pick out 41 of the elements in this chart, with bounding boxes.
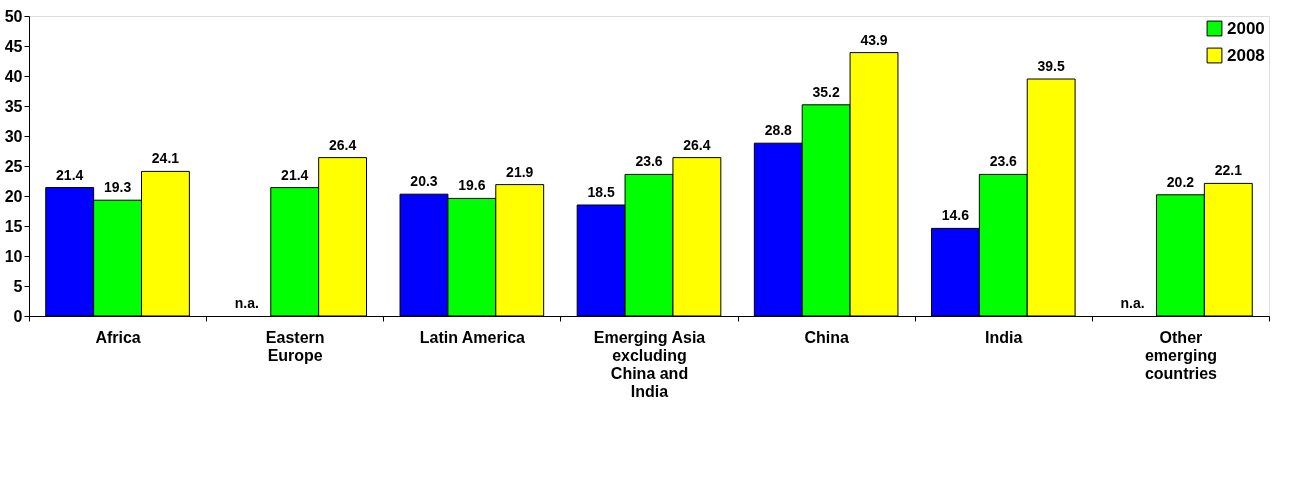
- data-label: 20.3: [410, 173, 438, 190]
- data-label: 21.9: [506, 163, 534, 180]
- x-tick-label: Other emerging countries: [1144, 328, 1218, 382]
- text: n.a.: [1120, 295, 1145, 311]
- y-tick-label: 30: [4, 127, 23, 145]
- y-tick-label: 15: [4, 217, 23, 235]
- y-tick-label: 40: [4, 67, 23, 85]
- y-tick-label: 25: [4, 157, 23, 175]
- legend-label: 2000: [1227, 18, 1265, 38]
- data-label: 19.6: [458, 177, 486, 194]
- x-tick-label: Eastern Europe: [265, 328, 325, 364]
- x-tick-label: China: [804, 328, 849, 346]
- legend-label: 2008: [1227, 45, 1265, 65]
- y-tick-label: 20: [4, 187, 23, 205]
- data-label: 19.3: [103, 179, 132, 196]
- data-label: 14.6: [941, 207, 970, 224]
- y-tick-label: 45: [4, 37, 23, 55]
- data-label: 21.4: [281, 166, 309, 183]
- y-tick-label: 5: [13, 277, 23, 295]
- y-tick-label: 35: [4, 97, 23, 115]
- x-tick-label: India: [985, 328, 1023, 346]
- data-label: 21.4: [56, 166, 84, 183]
- data-label: 39.5: [1037, 58, 1065, 74]
- data-label: 18.5: [587, 184, 615, 200]
- data-label: 26.4: [683, 136, 711, 153]
- data-label: 43.9: [860, 31, 888, 48]
- x-tick-label: Latin America: [419, 328, 526, 346]
- x-tick-label: Africa: [95, 328, 141, 346]
- data-label: 22.1: [1214, 162, 1243, 179]
- y-tick-label: 10: [4, 247, 23, 265]
- y-tick-label: 50: [4, 7, 23, 25]
- data-label: 28.8: [764, 122, 793, 139]
- y-tick-label: 0: [13, 307, 23, 325]
- data-label: 23.6: [989, 153, 1018, 170]
- data-label: 23.6: [635, 153, 663, 170]
- text: n.a.: [234, 295, 259, 311]
- data-label: 20.2: [1166, 173, 1195, 190]
- data-label: 24.1: [151, 150, 180, 167]
- data-label: 35.2: [812, 83, 840, 100]
- x-tick-label: Emerging Asia excluding China and India: [593, 328, 706, 400]
- data-label: 26.4: [328, 136, 357, 153]
